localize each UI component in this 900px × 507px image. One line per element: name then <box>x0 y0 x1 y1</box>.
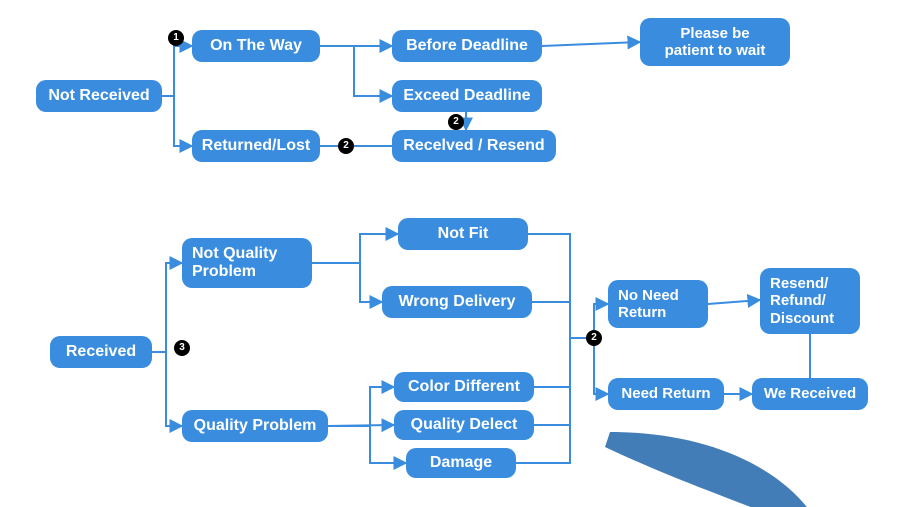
node-received-resend: Recelved / Resend <box>392 130 556 162</box>
node-not-quality: Not Quality Problem <box>182 238 312 288</box>
node-we-received: We Received <box>752 378 868 410</box>
node-not-fit: Not Fit <box>398 218 528 250</box>
connector <box>708 300 760 304</box>
connector <box>328 425 394 426</box>
connector <box>312 263 382 302</box>
connector <box>162 96 192 146</box>
node-color-different: Color Different <box>394 372 534 402</box>
step-badge: 2 <box>586 330 602 346</box>
node-quality-problem: Quality Problem <box>182 410 328 442</box>
node-on-the-way: On The Way <box>192 30 320 62</box>
connector <box>534 302 570 387</box>
connector <box>312 234 398 263</box>
node-received: Received <box>50 336 152 368</box>
step-badge: 2 <box>338 138 354 154</box>
connector <box>162 46 192 96</box>
node-exceed-deadline: Exceed Deadline <box>392 80 542 112</box>
node-before-deadline: Before Deadline <box>392 30 542 62</box>
connector <box>542 42 640 46</box>
step-badge: 3 <box>174 340 190 356</box>
connector <box>320 46 392 96</box>
node-not-received: Not Received <box>36 80 162 112</box>
connector <box>328 387 394 426</box>
connector <box>152 352 182 426</box>
node-need-return: Need Return <box>608 378 724 410</box>
node-returned-lost: Returned/Lost <box>192 130 320 162</box>
connector <box>534 387 570 425</box>
node-resend-refund: Resend/ Refund/ Discount <box>760 268 860 334</box>
decorative-swoosh <box>600 427 830 507</box>
step-badge: 1 <box>168 30 184 46</box>
node-wrong-delivery: Wrong Delivery <box>382 286 532 318</box>
step-badge: 2 <box>448 114 464 130</box>
connector <box>152 263 182 352</box>
connector <box>570 338 608 394</box>
node-please-wait: Please be patient to wait <box>640 18 790 66</box>
connector <box>528 234 570 338</box>
node-no-need-return: No Need Return <box>608 280 708 328</box>
node-quality-defect: Quality Delect <box>394 410 534 440</box>
node-damage: Damage <box>406 448 516 478</box>
